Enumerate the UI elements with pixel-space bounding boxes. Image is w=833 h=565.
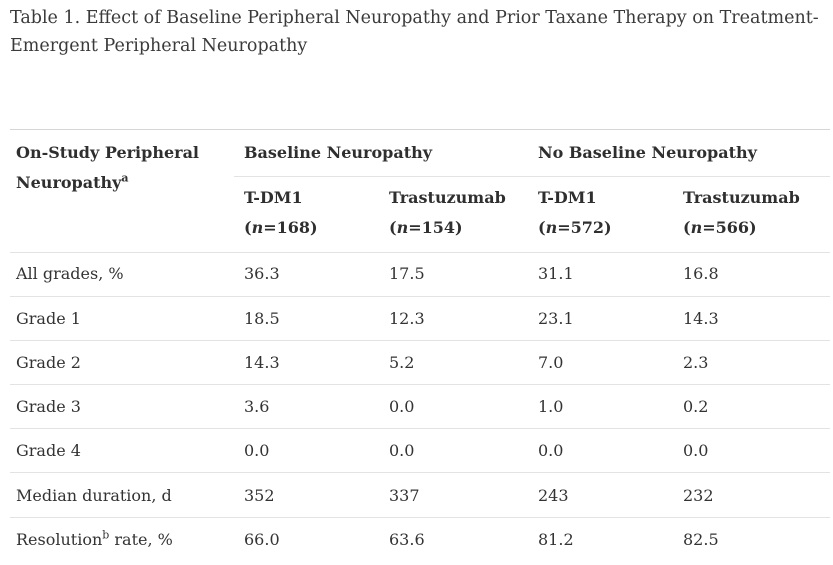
row-label-header-line1: On-Study Peripheral [16, 143, 200, 162]
neuropathy-table: On-Study Peripheral Neuropathya Baseline… [10, 129, 830, 549]
cell-value: 1.0 [538, 397, 564, 416]
row-divider [10, 384, 830, 385]
cell-value: 352 [244, 486, 275, 505]
group-header-no-baseline: No Baseline Neuropathy [538, 143, 757, 162]
row-divider [10, 428, 830, 429]
cell-value: 23.1 [538, 309, 574, 328]
row-label-header: On-Study Peripheral Neuropathya [16, 138, 199, 198]
cell-value: 2.3 [683, 353, 709, 372]
table-caption: Table 1. Effect of Baseline Peripheral N… [10, 8, 819, 56]
row-label: Grade 4 [16, 441, 81, 460]
cell-value: 0.0 [538, 441, 564, 460]
row-label-header-line2: Neuropathy [16, 173, 122, 192]
column-header-tdm1-baseline: T-DM1 (n=168) [244, 188, 318, 237]
cell-value: 0.0 [389, 397, 415, 416]
cell-value: 14.3 [244, 353, 280, 372]
cell-value: 14.3 [683, 309, 719, 328]
row-divider [10, 296, 830, 297]
row-divider [10, 340, 830, 341]
cell-value: 63.6 [389, 530, 425, 549]
row-divider [10, 517, 830, 518]
column-header-trastuzumab-baseline: Trastuzumab (n=154) [389, 188, 506, 237]
group-header-divider [234, 176, 830, 177]
cell-value: 232 [683, 486, 714, 505]
row-label: Grade 3 [16, 397, 81, 416]
cell-value: 337 [389, 486, 420, 505]
footnote-a-marker: a [121, 171, 129, 185]
cell-value: 17.5 [389, 264, 425, 283]
cell-value: 7.0 [538, 353, 564, 372]
cell-value: 31.1 [538, 264, 574, 283]
cell-value: 81.2 [538, 530, 574, 549]
cell-value: 82.5 [683, 530, 719, 549]
row-divider [10, 472, 830, 473]
column-header-trastuzumab-no-baseline: Trastuzumab (n=566) [683, 188, 800, 237]
cell-value: 0.0 [683, 441, 709, 460]
footnote-b-marker: b [102, 528, 110, 542]
row-label: Median duration, d [16, 486, 172, 505]
cell-value: 0.0 [389, 441, 415, 460]
row-label: Resolutionb rate, % [16, 528, 173, 549]
cell-value: 36.3 [244, 264, 280, 283]
header-bottom-divider [10, 252, 830, 253]
group-header-baseline: Baseline Neuropathy [244, 143, 433, 162]
column-header-tdm1-no-baseline: T-DM1 (n=572) [538, 188, 612, 237]
cell-value: 0.2 [683, 397, 709, 416]
cell-value: 18.5 [244, 309, 280, 328]
cell-value: 0.0 [244, 441, 270, 460]
cell-value: 12.3 [389, 309, 425, 328]
cell-value: 16.8 [683, 264, 719, 283]
cell-value: 243 [538, 486, 569, 505]
cell-value: 66.0 [244, 530, 280, 549]
cell-value: 5.2 [389, 353, 415, 372]
row-label: All grades, % [16, 264, 124, 283]
row-label: Grade 1 [16, 309, 81, 328]
cell-value: 3.6 [244, 397, 270, 416]
row-label: Grade 2 [16, 353, 81, 372]
